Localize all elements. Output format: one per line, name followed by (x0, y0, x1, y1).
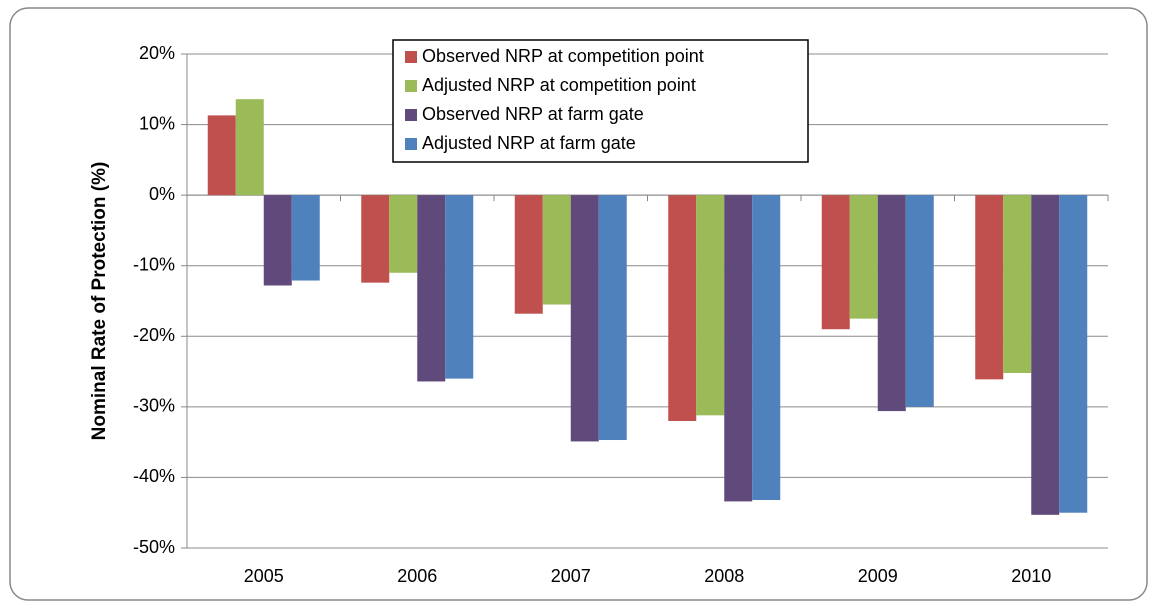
y-tick-label: -20% (133, 325, 175, 345)
bar (849, 195, 878, 319)
bar (570, 195, 599, 442)
legend-label: Observed NRP at competition point (422, 46, 704, 66)
y-tick-label: -30% (133, 396, 175, 416)
x-tick-label: 2006 (397, 566, 437, 586)
legend-label: Adjusted NRP at competition point (422, 75, 696, 95)
bar (263, 195, 292, 286)
x-tick-label: 2007 (551, 566, 591, 586)
legend-swatch (405, 51, 417, 63)
bar (821, 195, 850, 330)
y-tick-label: -50% (133, 537, 175, 557)
bar (445, 195, 474, 379)
bar (696, 195, 725, 416)
legend-label: Observed NRP at farm gate (422, 104, 644, 124)
bar (235, 99, 264, 196)
legend-swatch (405, 80, 417, 92)
bar (389, 195, 418, 273)
y-tick-label: 10% (139, 113, 175, 133)
x-tick-label: 2005 (244, 566, 284, 586)
x-tick-label: 2009 (858, 566, 898, 586)
bar (1003, 195, 1032, 373)
bar (877, 195, 906, 412)
y-axis-label: Nominal Rate of Protection (%) (89, 162, 110, 441)
bar (1059, 195, 1088, 513)
x-tick-label: 2008 (704, 566, 744, 586)
bar (752, 195, 781, 501)
bar (361, 195, 390, 283)
y-tick-label: -10% (133, 254, 175, 274)
bar (905, 195, 934, 407)
legend-swatch (405, 138, 417, 150)
legend-swatch (405, 109, 417, 121)
bar (417, 195, 446, 382)
bar (668, 195, 697, 421)
bar (291, 195, 320, 281)
bar (724, 195, 753, 502)
bar (598, 195, 627, 441)
bar (975, 195, 1004, 380)
legend-box (392, 39, 809, 163)
y-tick-label: 0% (149, 184, 175, 204)
bar (1031, 195, 1060, 515)
y-tick-label: -40% (133, 466, 175, 486)
x-tick-label: 2010 (1011, 566, 1051, 586)
legend-label: Adjusted NRP at farm gate (422, 133, 636, 153)
bar (514, 195, 543, 314)
y-tick-label: 20% (139, 43, 175, 63)
bar (542, 195, 571, 305)
bar (207, 115, 236, 196)
